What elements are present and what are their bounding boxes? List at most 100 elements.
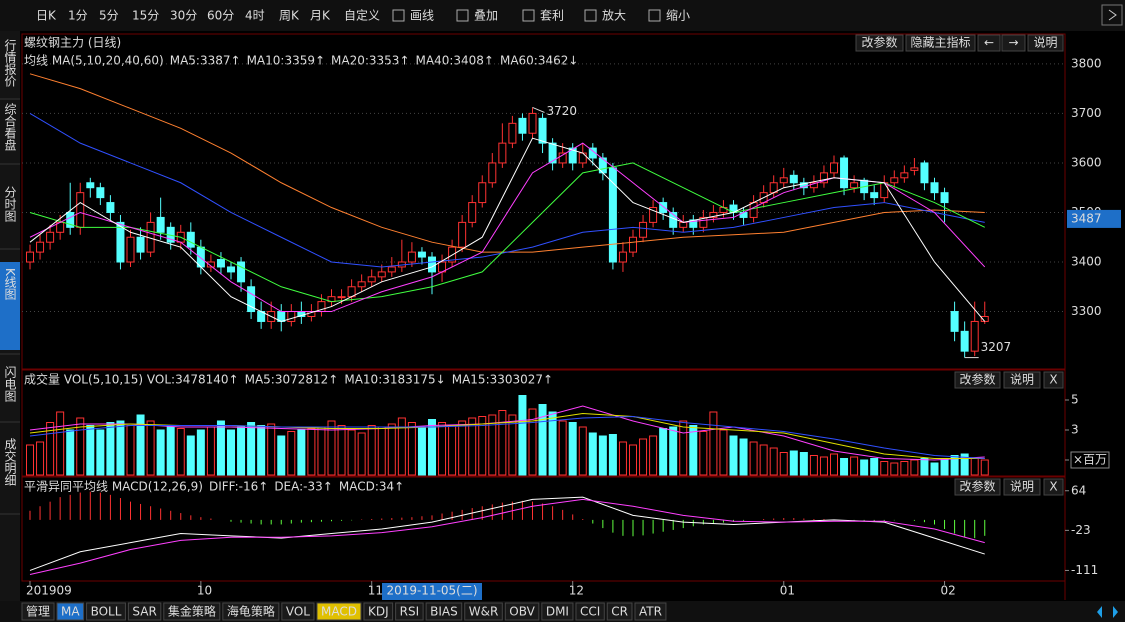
period-button[interactable]: 周K <box>279 9 300 23</box>
volume-bar <box>76 417 85 476</box>
volume-bar <box>257 425 266 476</box>
period-button[interactable]: 自定义 <box>344 8 380 23</box>
ma-line <box>29 137 986 322</box>
volume-bar <box>508 414 517 476</box>
x-tick-label: 02 <box>941 584 956 598</box>
candle-body <box>407 251 416 263</box>
panel-button[interactable]: 隐藏主指标 <box>910 35 970 50</box>
candle-body <box>46 231 55 243</box>
indicator-tab[interactable]: CR <box>611 605 628 619</box>
candle-body <box>830 162 838 174</box>
panel-button[interactable]: 改参数 <box>959 479 995 494</box>
period-button[interactable]: 5分 <box>99 9 119 23</box>
panel-button-bg <box>954 478 1001 496</box>
toolbar <box>0 0 1125 31</box>
volume-bar <box>287 431 296 476</box>
panel-button[interactable]: 改参数 <box>861 35 897 50</box>
indicator-tab[interactable]: MACD <box>321 605 357 619</box>
indicator-tab[interactable]: 管理 <box>26 604 50 619</box>
candle-body <box>618 251 627 263</box>
period-button[interactable]: 4时 <box>245 9 265 23</box>
period-button[interactable]: 15分 <box>132 9 159 23</box>
sidebar-tab[interactable]: 行情报价 <box>3 39 17 87</box>
period-button[interactable]: 30分 <box>170 9 197 23</box>
candle-body <box>840 157 849 189</box>
tool-button[interactable]: 画线 <box>410 9 434 23</box>
indicator-tab[interactable]: BOLL <box>91 605 122 619</box>
panel-button[interactable]: X <box>1049 373 1057 387</box>
tool-button[interactable]: 套利 <box>540 9 564 23</box>
candle-body <box>920 162 929 184</box>
volume-bar <box>729 435 738 476</box>
candle-body <box>216 259 225 268</box>
volume-bar <box>679 420 688 476</box>
indicator-tab[interactable]: KDJ <box>368 605 389 619</box>
tab-bg <box>464 602 503 621</box>
volume-bar <box>156 429 165 476</box>
volume-bar <box>618 441 627 476</box>
sidebar-tab[interactable]: 成交明细 <box>3 438 17 486</box>
date-tooltip <box>382 583 482 600</box>
candle-body <box>468 202 477 223</box>
candle-body <box>478 182 487 204</box>
x-tick-label: 01 <box>780 584 795 598</box>
volume-bar <box>689 425 698 476</box>
indicator-tab[interactable]: DMI <box>546 605 569 619</box>
indicator-tab[interactable]: ATR <box>639 605 662 619</box>
indicator-tab[interactable]: VOL <box>286 605 310 619</box>
period-button[interactable]: 月K <box>310 9 331 23</box>
indicator-tab[interactable]: RSI <box>400 605 420 619</box>
candle-body <box>629 236 637 253</box>
indicator-tab[interactable]: 海龟策略 <box>227 604 275 619</box>
current-price-box <box>1067 209 1121 228</box>
period-button[interactable]: 60分 <box>207 9 234 23</box>
indicator-tab[interactable]: SAR <box>132 605 156 619</box>
tab-bg <box>222 602 280 621</box>
indicator-tab[interactable]: W&R <box>469 605 499 619</box>
tool-button[interactable]: 放大 <box>602 8 626 23</box>
indicator-tab[interactable]: CCI <box>580 605 600 619</box>
candle-body <box>417 251 426 258</box>
sidebar-tab[interactable]: K线图 <box>3 268 17 300</box>
candle-body <box>66 211 75 228</box>
candle-body <box>518 117 527 134</box>
x-tick-label: 10 <box>197 584 212 598</box>
candle-body <box>357 281 366 288</box>
panel-button[interactable]: 改参数 <box>959 372 995 387</box>
tab-bg <box>425 602 463 621</box>
tab-bg <box>363 602 394 621</box>
indicator-value: MACD:34↑ <box>339 480 404 494</box>
period-button[interactable]: 1分 <box>68 9 88 23</box>
volume-header: 成交量 VOL(5,10,15) VOL:3478140↑ <box>24 372 239 387</box>
tool-button[interactable]: 叠加 <box>474 9 498 23</box>
candle-body <box>890 177 899 184</box>
indicator-tab[interactable]: BIAS <box>430 605 458 619</box>
indicator-tab[interactable]: OBV <box>509 605 535 619</box>
candle-body <box>488 162 497 184</box>
volume-bar <box>518 395 527 476</box>
indicator-tab[interactable]: MA <box>61 605 80 619</box>
candle-body <box>26 251 34 263</box>
candle-body <box>508 122 517 144</box>
volume-bar <box>126 425 135 476</box>
candle-body <box>749 202 758 218</box>
sidebar-tab[interactable]: 综合看盘 <box>3 103 17 151</box>
scroll-left[interactable] <box>1097 606 1102 618</box>
panel-button[interactable]: → <box>1008 36 1018 50</box>
volume-ma-line <box>29 405 985 461</box>
indicator-value: MA40:3408↑ <box>416 54 494 68</box>
indicator-tab[interactable]: 集金策略 <box>168 604 216 619</box>
panel-button[interactable]: 说明 <box>1010 372 1034 387</box>
tool-button[interactable]: 缩小 <box>666 8 690 23</box>
toolbar-arrow[interactable] <box>1101 4 1123 26</box>
panel-button[interactable]: X <box>1049 480 1057 494</box>
period-button[interactable]: 日K <box>36 9 57 23</box>
scroll-right[interactable] <box>1113 606 1118 618</box>
panel-button[interactable]: 说明 <box>1033 35 1057 50</box>
panel-button[interactable]: 说明 <box>1010 479 1034 494</box>
volume-bar <box>136 414 145 476</box>
panel-button[interactable]: ← <box>984 36 994 50</box>
sidebar-tab[interactable]: 闪电图 <box>3 366 17 402</box>
sidebar-tab[interactable]: 分时图 <box>3 186 17 222</box>
